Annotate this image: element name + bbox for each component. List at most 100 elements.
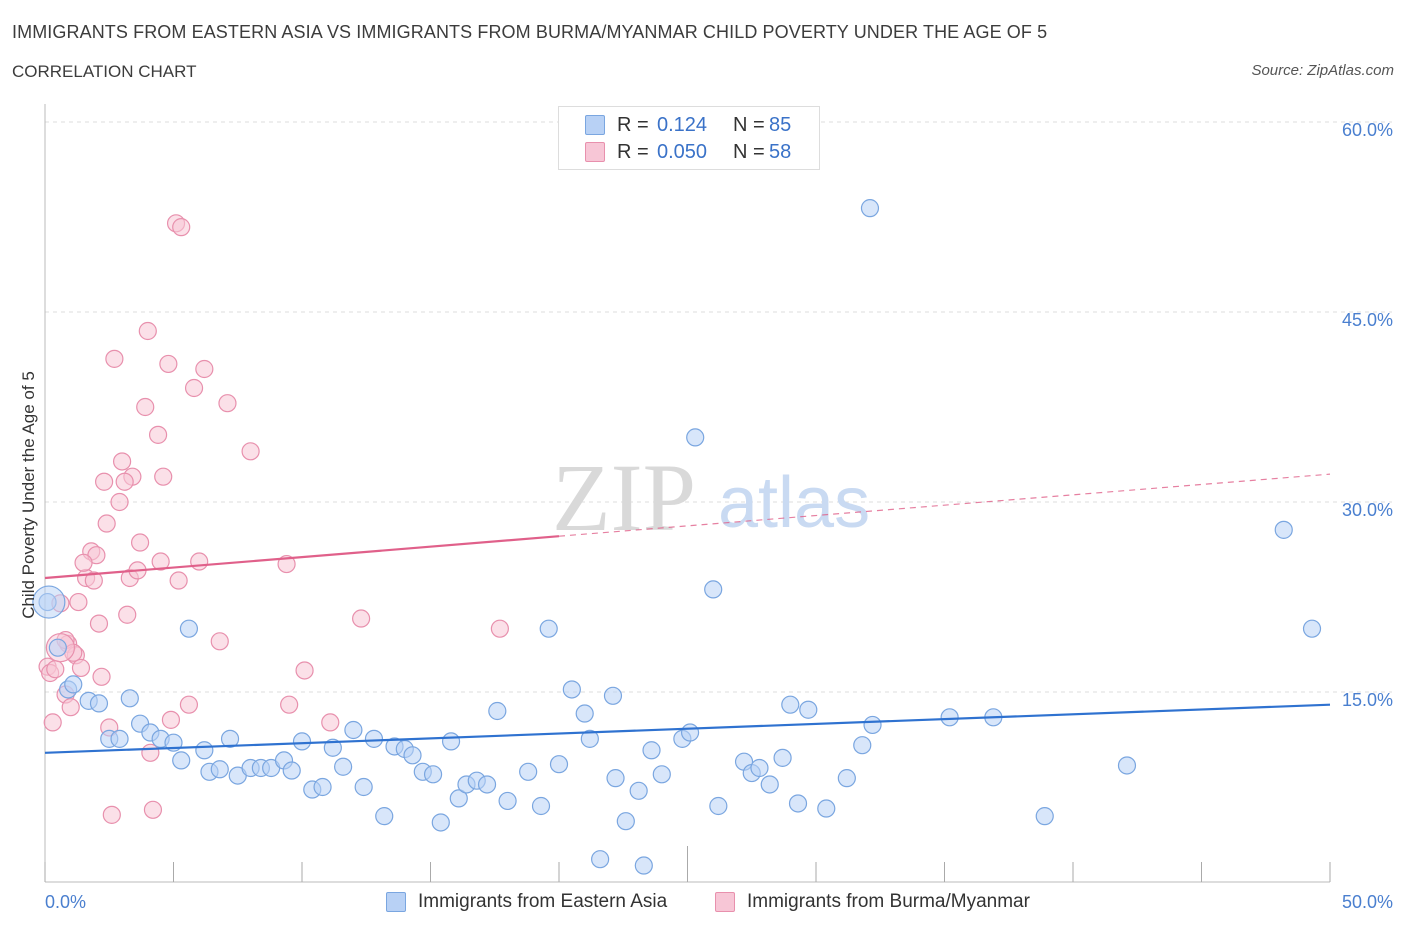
eastern-asia-point xyxy=(750,758,769,778)
correlation-legend: R = 0.124 N = 85 R = 0.050 N = 58 xyxy=(558,106,820,170)
eastern-asia-point xyxy=(652,765,671,784)
legend-n-label: N = xyxy=(733,113,765,136)
eastern-asia-point xyxy=(195,741,214,760)
burma-myanmar-point xyxy=(151,552,170,571)
eastern-asia-point xyxy=(210,760,229,779)
eastern-asia-point xyxy=(837,769,856,788)
y-tick-labels: 15.0% 30.0% 45.0% 60.0% xyxy=(1342,120,1393,710)
eastern-asia-point xyxy=(282,761,301,780)
burma-myanmar-point xyxy=(352,609,371,628)
eastern-asia-point xyxy=(1274,520,1293,539)
eastern-asia-point xyxy=(860,199,880,218)
eastern-asia-point-cluster xyxy=(32,585,66,619)
eastern-asia-point xyxy=(354,777,373,797)
burma-myanmar-points xyxy=(38,214,509,824)
source-credit: Source: ZipAtlas.com xyxy=(1251,62,1394,79)
legend-swatch-pink xyxy=(585,142,605,162)
eastern-asia-point xyxy=(179,619,199,638)
burma-myanmar-point xyxy=(136,397,155,417)
legend-n-value: 58 xyxy=(769,140,792,163)
burma-myanmar-point xyxy=(97,514,116,533)
burma-myanmar-point xyxy=(71,658,91,678)
burma-myanmar-point xyxy=(105,349,124,368)
burma-myanmar-point xyxy=(84,571,103,590)
burma-myanmar-point xyxy=(112,452,132,471)
watermark-atlas: atlas xyxy=(718,463,870,543)
eastern-asia-point xyxy=(172,751,191,770)
eastern-asia-point xyxy=(477,775,497,794)
eastern-asia-point xyxy=(606,769,625,788)
burma-myanmar-point xyxy=(218,394,237,413)
burma-myanmar-point xyxy=(321,713,340,732)
eastern-asia-point xyxy=(853,736,872,755)
burma-myanmar-point xyxy=(115,472,134,491)
eastern-asia-point xyxy=(863,715,882,735)
eastern-asia-point xyxy=(1035,807,1054,826)
burma-myanmar-point xyxy=(89,614,109,633)
burma-myanmar-point xyxy=(280,695,299,714)
eastern-asia-point xyxy=(449,789,468,808)
eastern-asia-points xyxy=(32,199,1322,875)
eastern-asia-point xyxy=(680,723,700,742)
y-tick-label: 45.0% xyxy=(1342,310,1393,330)
y-tick-label: 30.0% xyxy=(1342,500,1393,520)
legend-r-value: 0.050 xyxy=(657,140,708,163)
eastern-asia-point xyxy=(431,813,450,832)
burma-myanmar-point xyxy=(159,354,178,374)
burma-myanmar-point xyxy=(92,667,111,686)
eastern-asia-point xyxy=(575,704,594,723)
legend-row-burma-myanmar: R = 0.050 N = 58 xyxy=(585,139,791,165)
burma-myanmar-point xyxy=(148,425,168,444)
legend-n-label: N = xyxy=(733,140,765,163)
burma-myanmar-point xyxy=(195,359,214,379)
eastern-asia-point xyxy=(580,729,599,748)
burma-myanmar-point xyxy=(490,619,509,638)
eastern-asia-point xyxy=(773,748,792,767)
burma-myanmar-point xyxy=(43,713,62,732)
eastern-asia-point xyxy=(686,428,705,447)
eastern-asia-point xyxy=(423,765,443,784)
burma-myanmar-point xyxy=(241,442,260,461)
eastern-asia-point xyxy=(334,757,353,776)
y-tick-label: 60.0% xyxy=(1342,120,1393,140)
burma-myanmar-point xyxy=(190,552,209,571)
eastern-asia-point xyxy=(110,729,129,748)
watermark-zip: ZIP xyxy=(552,444,696,551)
eastern-asia-point xyxy=(488,701,507,721)
bottom-legend-eastern-asia: Immigrants from Eastern Asia xyxy=(386,888,667,916)
eastern-asia-point xyxy=(519,762,538,781)
eastern-asia-point xyxy=(220,729,240,748)
burma-myanmar-point xyxy=(74,553,93,572)
burma-myanmar-point xyxy=(110,492,129,512)
burma-myanmar-point xyxy=(184,378,204,398)
eastern-asia-point xyxy=(403,746,422,765)
grid-lines xyxy=(45,121,1392,693)
eastern-asia-point xyxy=(940,708,959,727)
burma-myanmar-point xyxy=(61,698,80,717)
bottom-legend-swatch-blue xyxy=(386,892,406,912)
legend-row-eastern-asia: R = 0.124 N = 85 xyxy=(585,112,791,138)
eastern-asia-point xyxy=(634,856,653,875)
trend-lines xyxy=(44,473,1331,754)
eastern-asia-point xyxy=(591,850,610,869)
burma-myanmar-point xyxy=(172,218,191,237)
eastern-asia-point xyxy=(704,580,723,599)
eastern-asia-point xyxy=(1117,756,1137,775)
burma-myanmar-point xyxy=(95,472,114,491)
eastern-asia-point xyxy=(120,689,139,708)
eastern-asia-point xyxy=(441,732,461,751)
burma-myanmar-point xyxy=(143,800,163,819)
eastern-asia-point xyxy=(709,796,728,816)
burma-myanmar-point xyxy=(277,554,296,574)
eastern-asia-point xyxy=(799,700,818,719)
eastern-asia-point xyxy=(313,777,332,797)
eastern-asia-point xyxy=(817,799,836,818)
legend-r-label: R = xyxy=(617,140,649,163)
eastern-asia-point xyxy=(323,738,342,757)
bottom-legend-swatch-pink xyxy=(715,892,735,912)
y-tick-label: 15.0% xyxy=(1342,690,1393,710)
eastern-asia-point xyxy=(562,680,581,699)
eastern-asia-point xyxy=(89,694,109,713)
burma-myanmar-point xyxy=(154,467,173,486)
eastern-asia-point xyxy=(539,619,558,638)
